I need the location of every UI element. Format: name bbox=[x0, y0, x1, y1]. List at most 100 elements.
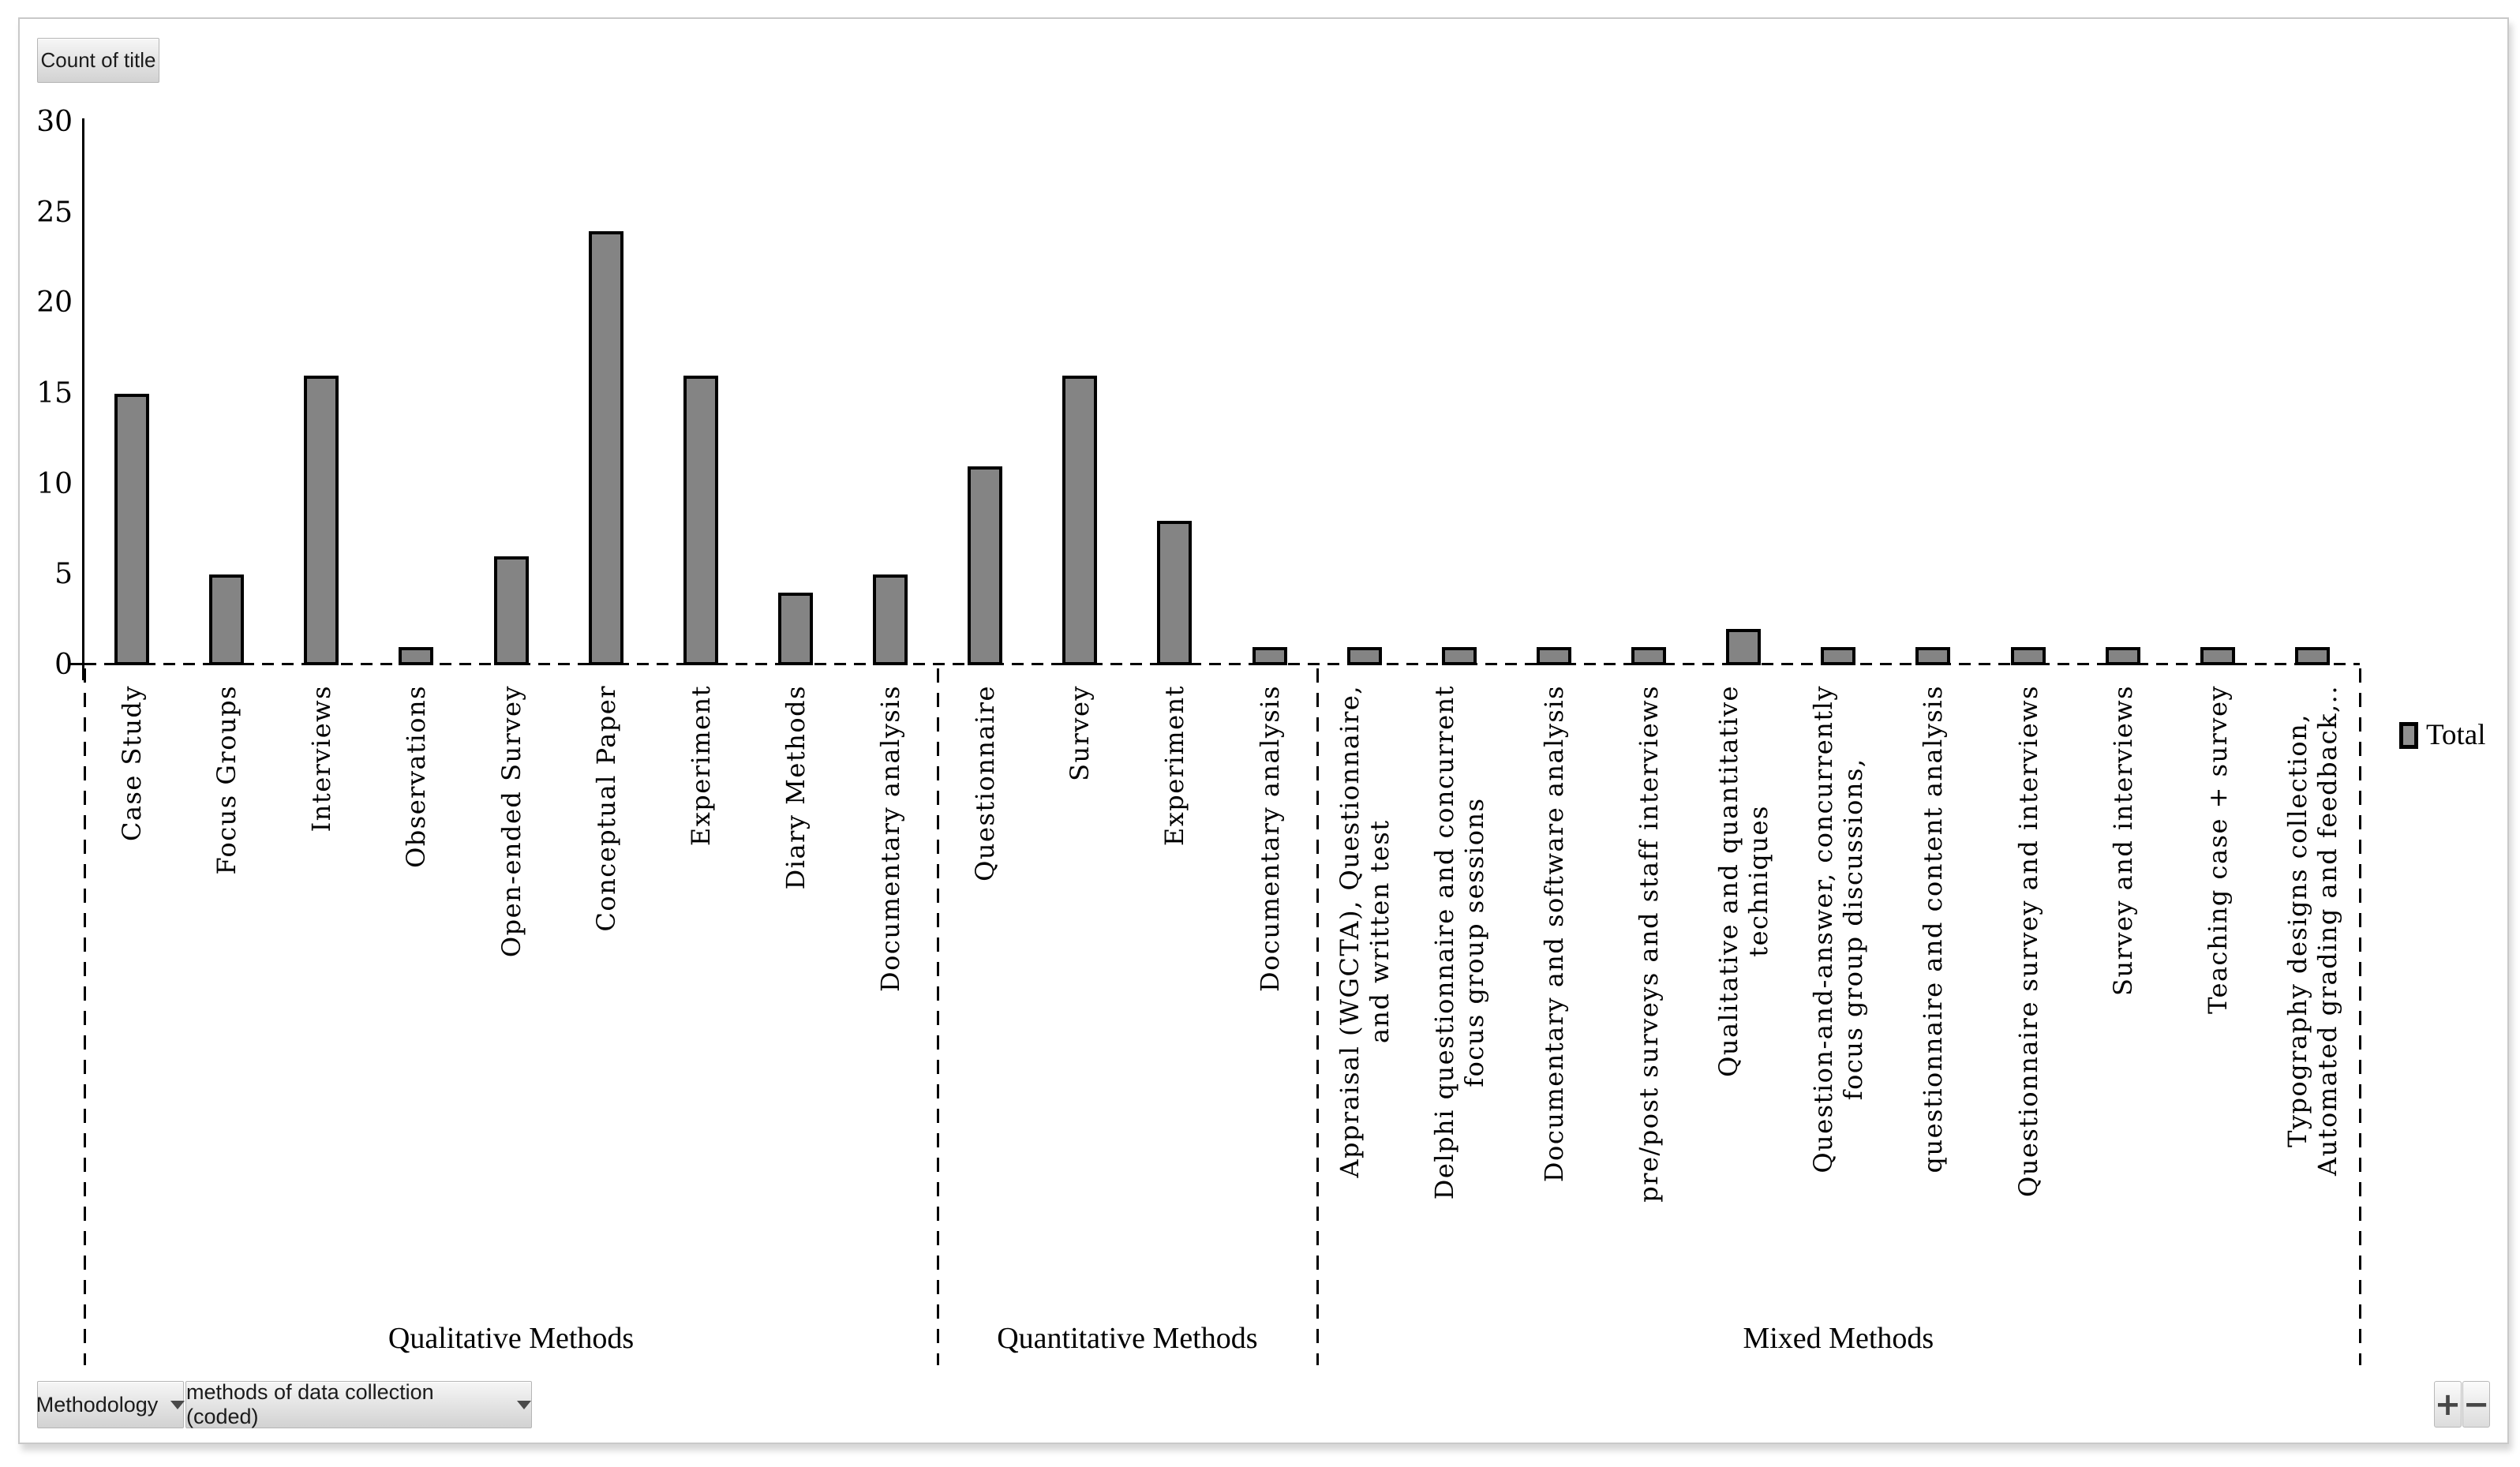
chart-bar bbox=[304, 376, 339, 665]
y-axis-tick-label: 20 bbox=[36, 286, 73, 320]
chart-bar bbox=[2105, 647, 2140, 665]
legend: Total bbox=[2399, 718, 2486, 752]
zoom-out-button[interactable]: − bbox=[2462, 1381, 2490, 1428]
group-separator-dashed-line bbox=[1316, 668, 1319, 1365]
count-of-title-label: Count of title bbox=[40, 48, 156, 72]
x-axis-category-label-text: Focus Groups bbox=[212, 685, 242, 875]
x-axis-category-label-text: pre/post surveys and staff interviews bbox=[1634, 685, 1664, 1203]
y-axis-tick-label: 30 bbox=[36, 106, 73, 138]
chart-bar bbox=[1062, 376, 1098, 665]
x-axis-category-label: Focus Groups bbox=[212, 685, 242, 1285]
x-axis-category-label: Experiment bbox=[1159, 685, 1189, 1285]
x-axis-category-label-text: Survey and interviews bbox=[2107, 685, 2138, 996]
y-axis-zero-tick bbox=[70, 663, 84, 665]
x-axis-category-label: Qualitative and quantitative techniques bbox=[1713, 685, 1773, 1285]
plus-icon: + bbox=[2434, 1386, 2462, 1423]
chart-bar bbox=[1726, 629, 1762, 665]
x-axis-category-label: Survey and interviews bbox=[2108, 685, 2138, 1285]
x-axis-category-label: Interviews bbox=[306, 685, 336, 1285]
chart-bar bbox=[2010, 647, 2046, 665]
group-label: Mixed Methods bbox=[1743, 1322, 1934, 1355]
legend-total-swatch-icon bbox=[2399, 721, 2418, 749]
x-axis-category-label-text: Open-ended Survey bbox=[496, 685, 526, 958]
chart-bar bbox=[2200, 647, 2235, 665]
methodology-field-label: Methodology bbox=[36, 1392, 159, 1416]
chart-bar bbox=[1821, 647, 1856, 665]
chart-bar bbox=[209, 574, 245, 665]
methodology-field-button[interactable]: Methodology bbox=[36, 1381, 185, 1428]
group-separator-dashed-line bbox=[84, 668, 86, 1365]
legend-total-label: Total bbox=[2426, 719, 2486, 751]
x-axis-category-label: Documentary analysis bbox=[875, 685, 905, 1285]
x-axis-category-label-text: Case Study bbox=[117, 685, 148, 842]
y-axis-tick-label: 0 bbox=[54, 649, 73, 681]
y-axis-tick-label: 10 bbox=[36, 467, 73, 500]
x-axis-category-label: Observations bbox=[401, 685, 431, 1285]
x-axis-category-label-text: Qualitative and quantitative techniques bbox=[1713, 685, 1774, 1077]
x-axis-category-label-text: Questionnaire survey and interviews bbox=[2013, 685, 2043, 1197]
chart-bar bbox=[114, 394, 150, 665]
x-axis-category-label: Typography designs collection, Automated… bbox=[2282, 685, 2342, 1285]
group-label: Qualitative Methods bbox=[388, 1322, 635, 1355]
x-axis-category-label: questionnaire and content analysis bbox=[1918, 685, 1948, 1285]
chart-border-frame bbox=[18, 17, 2509, 1444]
chart-bar bbox=[968, 466, 1003, 665]
x-axis-category-label-text: Teaching case + survey bbox=[2202, 685, 2233, 1014]
chart-bar bbox=[588, 231, 623, 665]
x-axis-category-label-text: Observations bbox=[401, 685, 432, 868]
chart-bar bbox=[493, 556, 529, 665]
minus-icon: − bbox=[2462, 1386, 2490, 1423]
x-axis-category-label-text: Appraisal (WGCTA), Questionnaire, and wr… bbox=[1334, 685, 1395, 1178]
x-axis-category-label-text: Survey bbox=[1065, 685, 1095, 781]
x-axis-category-label-text: Questionnaire bbox=[970, 685, 1001, 881]
x-axis-category-label: Case Study bbox=[117, 685, 147, 1285]
x-axis-category-label-text: questionnaire and content analysis bbox=[1918, 685, 1949, 1173]
y-axis-tick-label: 5 bbox=[54, 558, 73, 591]
chart-bar bbox=[1915, 647, 1951, 665]
y-axis-tick-label: 25 bbox=[36, 196, 73, 229]
x-axis-category-label: Conceptual Paper bbox=[591, 685, 621, 1285]
x-axis-category-label: Diary Methods bbox=[781, 685, 811, 1285]
x-axis-category-label-text: Documentary analysis bbox=[1254, 685, 1285, 992]
x-axis-category-label: Documentary and software analysis bbox=[1539, 685, 1569, 1285]
x-axis-category-label: Question-and-answer, concurrently focus … bbox=[1808, 685, 1868, 1285]
group-label: Quantitative Methods bbox=[997, 1322, 1258, 1355]
x-axis-category-label: Documentary analysis bbox=[1255, 685, 1285, 1285]
chart-bar bbox=[2294, 647, 2330, 665]
x-axis-category-label: Teaching case + survey bbox=[2203, 685, 2233, 1285]
count-of-title-field-button[interactable]: Count of title bbox=[37, 38, 159, 83]
x-axis-category-label: pre/post surveys and staff interviews bbox=[1634, 685, 1664, 1285]
y-axis-tick-label: 15 bbox=[36, 377, 73, 410]
x-axis-category-label-text: Documentary analysis bbox=[875, 685, 906, 992]
x-axis-category-label-text: Typography designs collection, Automated… bbox=[2282, 685, 2342, 1176]
chart-bar bbox=[399, 647, 434, 665]
data-collection-field-button[interactable]: methods of data collection (coded) bbox=[185, 1380, 532, 1428]
x-axis-category-label-text: Question-and-answer, concurrently focus … bbox=[1808, 685, 1869, 1173]
chart-bar bbox=[1536, 647, 1571, 665]
chart-bar bbox=[777, 593, 813, 665]
x-axis-category-label: Questionnaire survey and interviews bbox=[2013, 685, 2043, 1285]
x-axis-category-label: Delphi questionnaire and concurrent focu… bbox=[1429, 685, 1489, 1285]
x-axis-category-label-text: Experiment bbox=[1159, 685, 1190, 847]
x-axis-category-label-text: Diary Methods bbox=[780, 685, 811, 890]
x-axis-category-label-text: Delphi questionnaire and concurrent focu… bbox=[1428, 685, 1489, 1200]
x-axis-category-label: Survey bbox=[1065, 685, 1095, 1285]
x-axis-category-label-text: Interviews bbox=[306, 685, 337, 833]
group-separator-dashed-line bbox=[937, 668, 940, 1365]
x-axis-category-label: Questionnaire bbox=[970, 685, 1000, 1285]
x-axis-dashed-line bbox=[84, 663, 2360, 665]
chart-bar bbox=[1157, 521, 1193, 665]
x-axis-category-label: Experiment bbox=[686, 685, 716, 1285]
x-axis-category-label: Open-ended Survey bbox=[496, 685, 526, 1285]
chart-bar bbox=[1252, 647, 1287, 665]
x-axis-category-label-text: Conceptual Paper bbox=[590, 685, 621, 932]
chart-bar bbox=[683, 376, 718, 665]
dropdown-arrow-icon bbox=[517, 1400, 531, 1409]
chart-bar bbox=[1441, 647, 1477, 665]
dropdown-arrow-icon bbox=[170, 1400, 185, 1409]
chart-bar bbox=[1631, 647, 1667, 665]
x-axis-category-label-text: Documentary and software analysis bbox=[1538, 685, 1569, 1183]
zoom-in-button[interactable]: + bbox=[2434, 1381, 2462, 1428]
chart-bar bbox=[873, 574, 908, 665]
